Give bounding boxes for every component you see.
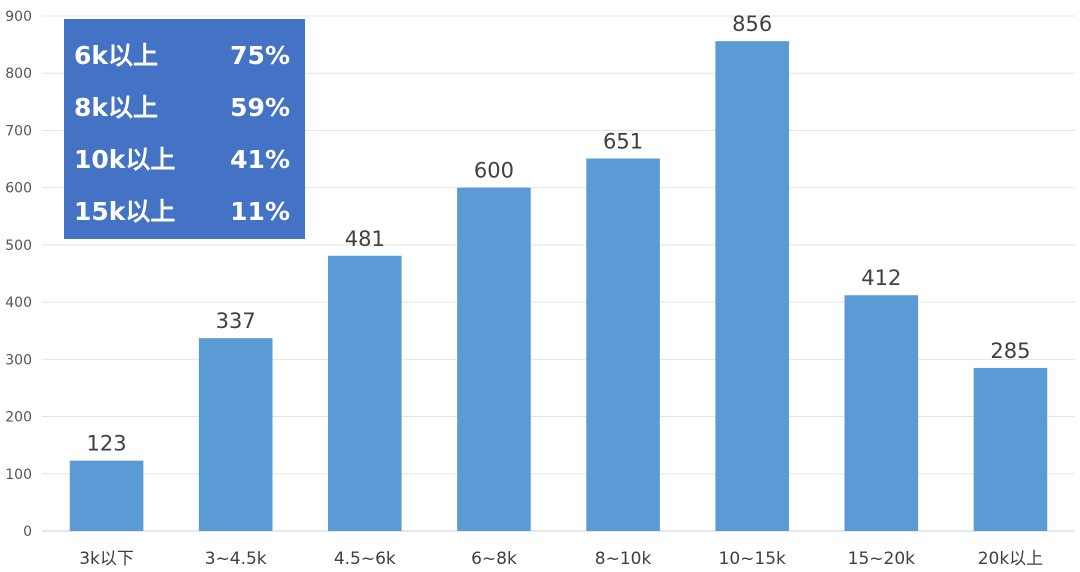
data-label: 285 [990, 339, 1030, 363]
data-label: 651 [603, 129, 643, 153]
y-tick-label: 700 [5, 123, 32, 139]
y-axis-ticks: 0 100 200 300 400 500 600 700 800 900 [5, 9, 32, 540]
y-tick-label: 0 [23, 524, 32, 540]
y-tick-label: 100 [5, 467, 32, 483]
y-tick-label: 500 [5, 238, 32, 254]
summary-row-value: 75% [230, 41, 290, 70]
y-tick-label: 200 [5, 410, 32, 426]
summary-row-label: 6k以上 [74, 41, 159, 70]
summary-row: 10k以上 41% [74, 140, 290, 180]
summary-row-value: 11% [230, 197, 290, 226]
x-tick-label: 4.5~6k [334, 549, 396, 569]
bar [457, 187, 531, 531]
summary-row-value: 59% [230, 93, 290, 122]
summary-row-label: 8k以上 [74, 93, 159, 122]
summary-row-value: 41% [230, 145, 290, 174]
x-tick-label: 15~20k [848, 549, 916, 569]
bar [715, 41, 789, 532]
y-tick-label: 400 [5, 295, 32, 311]
data-label: 600 [474, 159, 514, 183]
bars [69, 41, 1048, 532]
summary-box: 6k以上 75% 8k以上 59% 10k以上 41% 15k以上 11% [64, 19, 305, 239]
x-tick-label: 10~15k [719, 549, 787, 569]
bar [586, 158, 660, 531]
bar [69, 460, 144, 531]
y-tick-label: 800 [5, 66, 32, 82]
data-label: 123 [87, 432, 127, 456]
bar [844, 295, 919, 531]
summary-row: 8k以上 59% [74, 88, 290, 128]
data-label: 337 [216, 309, 256, 333]
summary-row-label: 10k以上 [74, 145, 176, 174]
x-axis-ticks: 3k以下 3~4.5k 4.5~6k 6~8k 8~10k 10~15k 15~20k 20k… [79, 549, 1043, 569]
summary-row: 6k以上 75% [74, 36, 290, 76]
summary-row-label: 15k以上 [74, 197, 176, 226]
y-tick-label: 300 [5, 352, 32, 368]
data-label: 856 [732, 12, 772, 36]
x-tick-label: 3k以下 [79, 549, 134, 569]
bar [328, 255, 402, 531]
data-label: 412 [861, 266, 901, 290]
x-tick-label: 6~8k [471, 549, 517, 569]
bar [198, 338, 273, 531]
data-labels: 123 337 481 600 651 856 412 285 [87, 12, 1031, 455]
x-tick-label: 8~10k [595, 549, 652, 569]
bar [973, 367, 1048, 531]
y-tick-label: 600 [5, 181, 32, 197]
x-tick-label: 20k以上 [978, 549, 1043, 569]
x-tick-label: 3~4.5k [205, 549, 267, 569]
data-label: 481 [345, 227, 385, 251]
summary-row: 15k以上 11% [74, 192, 290, 232]
y-tick-label: 900 [5, 9, 32, 25]
